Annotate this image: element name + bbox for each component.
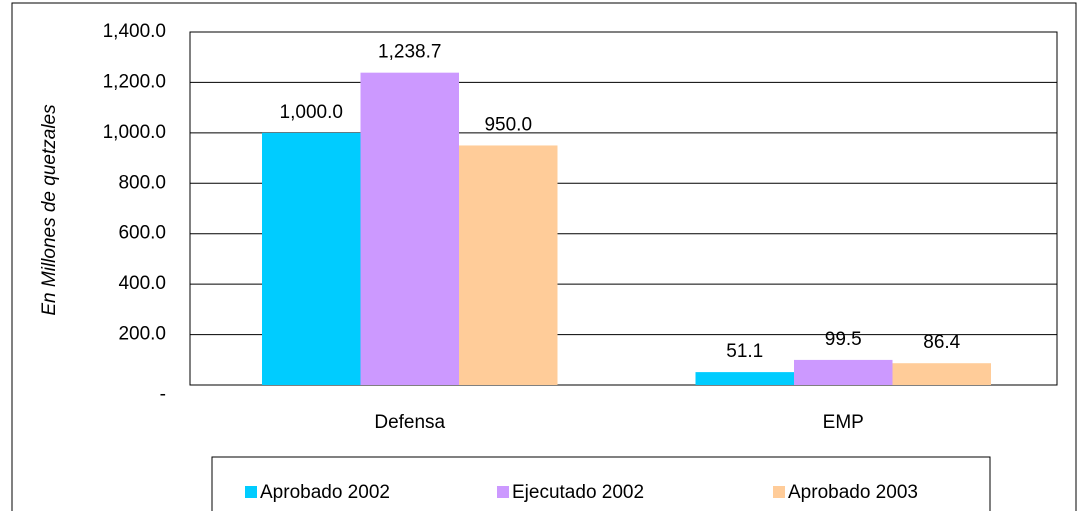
value-label: 99.5 bbox=[825, 329, 862, 350]
legend-swatch bbox=[245, 486, 257, 498]
y-tick-label: 1,000.0 bbox=[103, 122, 166, 143]
legend-swatch bbox=[773, 486, 785, 498]
legend-swatch bbox=[497, 486, 509, 498]
bar bbox=[794, 359, 893, 385]
y-tick-label: - bbox=[160, 384, 166, 405]
value-label: 51.1 bbox=[726, 341, 763, 362]
x-tick-label: EMP bbox=[823, 412, 864, 433]
chart-border bbox=[11, 2, 1077, 511]
bar bbox=[892, 363, 991, 385]
value-label: 1,238.7 bbox=[378, 42, 441, 63]
bar bbox=[459, 145, 558, 385]
y-tick-label: 1,200.0 bbox=[103, 71, 166, 92]
y-tick-label: 600.0 bbox=[118, 223, 166, 244]
legend-box bbox=[211, 456, 991, 511]
legend-label: Ejecutado 2002 bbox=[512, 482, 644, 503]
bar bbox=[262, 132, 361, 385]
value-label: 86.4 bbox=[923, 332, 960, 353]
y-axis-label: En Millones de quetzales bbox=[39, 104, 60, 316]
legend-label: Aprobado 2002 bbox=[260, 482, 390, 503]
value-label: 950.0 bbox=[484, 114, 532, 135]
y-tick-label: 400.0 bbox=[118, 273, 166, 294]
y-tick-label: 800.0 bbox=[118, 172, 166, 193]
bar bbox=[695, 372, 794, 385]
x-tick-label: Defensa bbox=[374, 412, 445, 433]
value-label: 1,000.0 bbox=[280, 102, 343, 123]
y-tick-label: 200.0 bbox=[118, 324, 166, 345]
y-tick-label: 1,400.0 bbox=[103, 21, 166, 42]
bar bbox=[360, 72, 459, 385]
legend-label: Aprobado 2003 bbox=[788, 482, 918, 503]
